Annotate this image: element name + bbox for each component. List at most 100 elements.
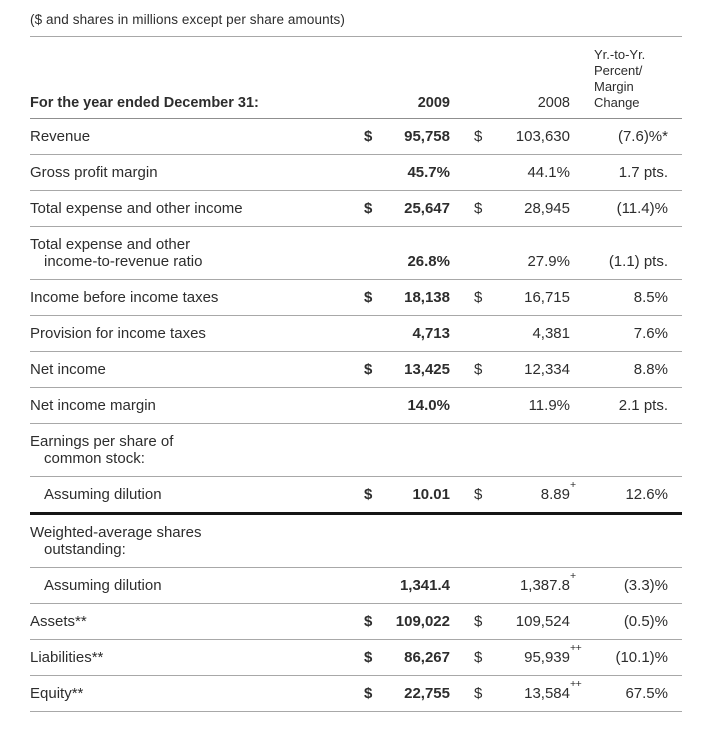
superscript-marker: + (570, 570, 576, 582)
row-label-line: common stock: (44, 450, 145, 467)
dollar-sign: $ (364, 613, 373, 630)
amount: 12,334 (524, 361, 570, 378)
header-year-ended-label: For the year ended December 31: (30, 95, 259, 111)
dollar-sign: $ (364, 289, 373, 306)
dollar-sign: $ (474, 486, 483, 503)
change-header-line: Change (594, 95, 640, 110)
value-2008: $95,939 ++ (450, 642, 582, 666)
value-2009: $13,425 (350, 361, 450, 378)
amount: 4,713 (412, 325, 450, 342)
row-label-line: Net income (30, 361, 106, 378)
value-2009: 4,713 (350, 325, 450, 342)
amount: 10.01 (412, 486, 450, 503)
value-2009: $25,647 (350, 200, 450, 217)
row-label-line: Gross profit margin (30, 164, 158, 181)
change-value: (3.3)% (623, 577, 668, 594)
row-label-line: outstanding: (44, 541, 126, 558)
change-value: (7.6)%* (617, 128, 668, 145)
value-2009: 45.7% (350, 164, 450, 181)
amount: 22,755 (404, 685, 450, 702)
financial-summary-page: ($ and shares in millions except per sha… (30, 12, 682, 712)
change-value: 12.6% (625, 486, 668, 503)
value-2008: $8.89 + (450, 480, 576, 503)
value-2008: $13,584 ++ (450, 678, 582, 702)
amount: 18,138 (404, 289, 450, 306)
row-label: Total expense and other income (30, 200, 350, 217)
table-row-provision-for-income-taxes: Provision for income taxes 4,713 4,381 7.6% (30, 316, 682, 352)
change-value: 67.5% (625, 685, 668, 702)
row-label: Earnings per share of common stock: (30, 433, 350, 467)
value-2008: $28,945 (450, 200, 570, 217)
row-label: Assuming dilution (30, 577, 350, 594)
row-label-line: Weighted-average shares (30, 524, 202, 541)
dollar-sign: $ (474, 128, 483, 145)
section-row-weighted-average-shares-section: Weighted-average shares outstanding: (30, 515, 682, 568)
change-value: 8.5% (633, 289, 668, 306)
superscript-marker: + (570, 479, 576, 491)
row-label-line: Total expense and other income (30, 200, 243, 217)
units-caption: ($ and shares in millions except per sha… (30, 12, 682, 37)
dollar-sign: $ (364, 128, 373, 145)
superscript-marker: ++ (570, 678, 582, 690)
value-2009: $22,755 (350, 685, 450, 702)
value-2008: $16,715 (450, 289, 570, 306)
value-2009: $109,022 (350, 613, 450, 630)
value-2009: $86,267 (350, 649, 450, 666)
change-value: (0.5)% (623, 613, 668, 630)
value-2009: $10.01 (350, 486, 450, 503)
amount: 1,341.4 (399, 577, 450, 594)
row-label: Income before income taxes (30, 289, 350, 306)
table-body: Revenue $95,758 $103,630 (7.6)%* Gross profi… (30, 119, 682, 712)
row-label-line: Assets** (30, 613, 87, 630)
amount: 109,022 (395, 613, 450, 630)
row-label-line: income-to-revenue ratio (44, 253, 203, 270)
amount: 45.7% (407, 164, 450, 181)
value-2008: $103,630 (450, 128, 570, 145)
row-label-line: Earnings per share of (30, 433, 174, 450)
table-row-expense-to-revenue-ratio: Total expense and other income-to-revenue… (30, 227, 682, 280)
value-2009: 26.8% (350, 253, 450, 270)
amount: 14.0% (407, 397, 450, 414)
table-row-assets: Assets** $109,022 $109,524 (0.5)% (30, 604, 682, 640)
dollar-sign: $ (364, 486, 373, 503)
row-label: Provision for income taxes (30, 325, 350, 342)
dollar-sign: $ (474, 289, 483, 306)
change-value: 7.6% (633, 325, 668, 342)
row-label-line: Total expense and other (30, 236, 191, 253)
table-row-revenue: Revenue $95,758 $103,630 (7.6)%* (30, 119, 682, 155)
dollar-sign: $ (364, 649, 373, 666)
dollar-sign: $ (474, 685, 483, 702)
amount: 95,758 (404, 128, 450, 145)
change-value: (11.4)% (616, 200, 668, 217)
amount: 95,939 ++ (524, 642, 582, 666)
table-row-net-income-margin: Net income margin 14.0% 11.9% 2.1 pts. (30, 388, 682, 424)
header-col-2008: 2008 (537, 95, 570, 111)
change-value: 8.8% (633, 361, 668, 378)
value-2008: 1,387.8 + (450, 571, 576, 594)
row-label-line: Assuming dilution (44, 486, 162, 503)
table-row-equity: Equity** $22,755 $13,584 ++ 67.5% (30, 676, 682, 712)
row-label: Assets** (30, 613, 350, 630)
amount: 13,425 (404, 361, 450, 378)
row-label-line: Provision for income taxes (30, 325, 206, 342)
row-label: Gross profit margin (30, 164, 350, 181)
row-label: Equity** (30, 685, 350, 702)
row-label: Revenue (30, 128, 350, 145)
row-label-line: Assuming dilution (44, 577, 162, 594)
superscript-marker: ++ (570, 642, 582, 654)
change-header-line: Yr.-to-Yr. (594, 47, 646, 62)
value-2009: $18,138 (350, 289, 450, 306)
amount: 86,267 (404, 649, 450, 666)
dollar-sign: $ (474, 613, 483, 630)
value-2008: $109,524 (450, 613, 570, 630)
value-2009: $95,758 (350, 128, 450, 145)
amount: 11.9% (528, 397, 570, 414)
amount: 4,381 (532, 325, 570, 342)
dollar-sign: $ (364, 685, 373, 702)
header-col-2009: 2009 (417, 95, 450, 111)
table-row-total-expense-and-other-income: Total expense and other income $25,647 $28… (30, 191, 682, 227)
value-2009: 1,341.4 (350, 577, 450, 594)
change-value: 1.7 pts. (618, 164, 668, 181)
row-label: Assuming dilution (30, 486, 350, 503)
amount: 13,584 ++ (524, 678, 582, 702)
